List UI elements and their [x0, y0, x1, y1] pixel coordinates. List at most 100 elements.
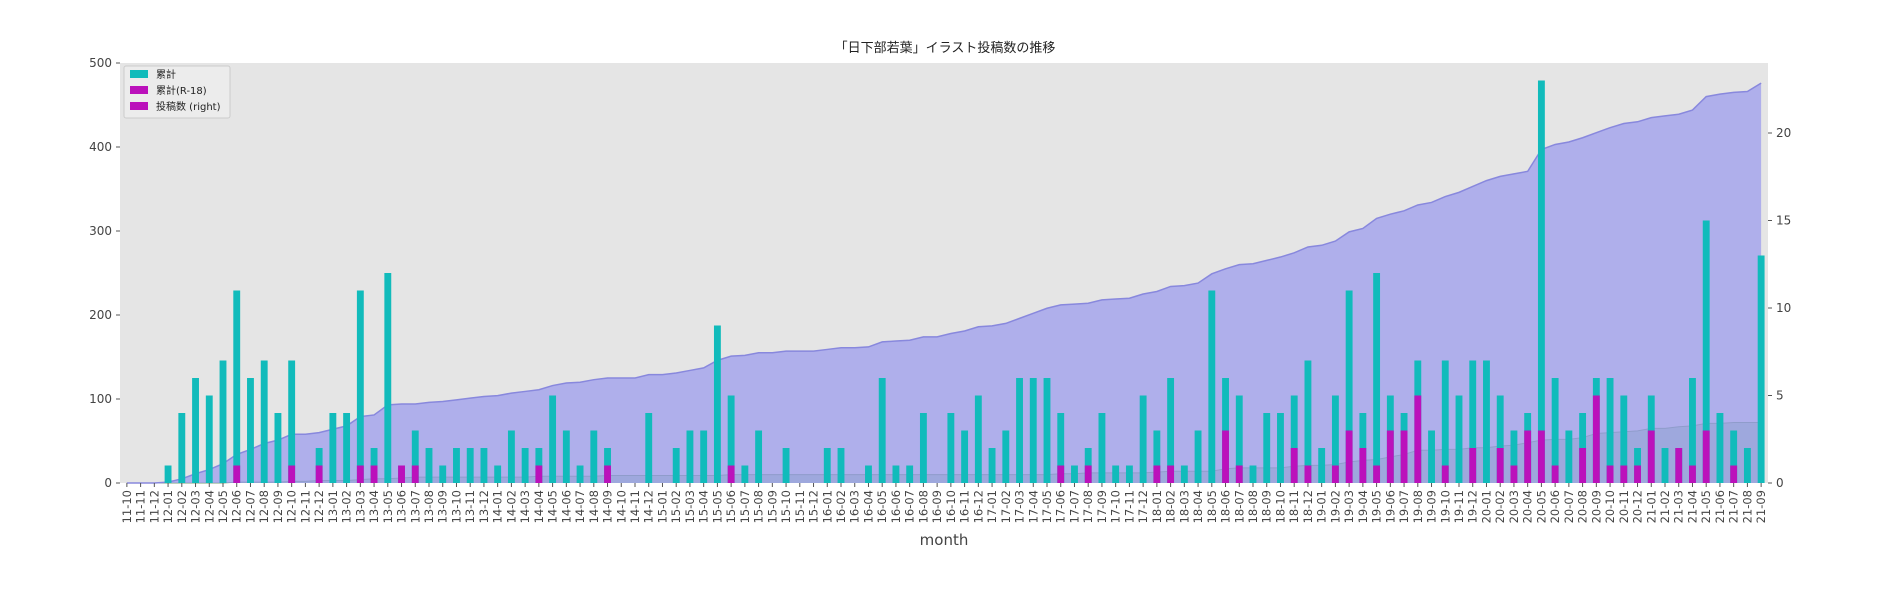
- bar-posts-14-02: [507, 430, 515, 483]
- bar-posts-21-06: [1716, 413, 1724, 483]
- y-axis-left: 0 100 200 300 400 500: [89, 56, 120, 490]
- bar-posts-18-07: [1235, 395, 1243, 483]
- x-tick-label: 13-08: [422, 490, 436, 523]
- bar-posts-19-12: [1469, 360, 1477, 483]
- bar-posts-12-09: [274, 413, 282, 483]
- x-tick-label: 17-09: [1095, 490, 1109, 523]
- bar-posts-14-06: [562, 430, 570, 483]
- bar-r18-20-03: [1510, 465, 1518, 483]
- bar-r18-20-06: [1551, 465, 1559, 483]
- x-tick-label: 12-10: [285, 490, 299, 523]
- x-tick-label: 20-09: [1589, 490, 1603, 523]
- bar-posts-16-10: [947, 413, 955, 483]
- bar-r18-20-08: [1579, 448, 1587, 483]
- legend-label: 累計(R-18): [156, 84, 207, 97]
- x-tick-label: 17-08: [1081, 490, 1095, 523]
- x-tick-label: 14-02: [504, 490, 518, 523]
- y2-tick-label: 0: [1776, 476, 1784, 490]
- x-tick-label: 16-11: [958, 490, 972, 523]
- bar-posts-16-12: [974, 395, 982, 483]
- bar-r18-21-04: [1689, 465, 1696, 483]
- x-tick-label: 20-12: [1631, 490, 1645, 523]
- x-tick-label: 13-05: [381, 490, 395, 523]
- legend-label: 投稿数 (right): [156, 100, 221, 113]
- x-tick-label: 19-06: [1383, 490, 1397, 523]
- bar-posts-15-02: [672, 448, 680, 483]
- bar-posts-18-01: [1153, 430, 1161, 483]
- x-tick-label: 14-03: [518, 490, 532, 523]
- x-tick-label: 14-04: [532, 490, 546, 523]
- x-tick-label: 18-08: [1246, 490, 1260, 523]
- bar-posts-18-10: [1277, 413, 1284, 483]
- bar-r18-18-07: [1235, 465, 1243, 483]
- bar-posts-20-01: [1483, 360, 1490, 483]
- bar-r18-21-03: [1675, 448, 1683, 483]
- x-axis-label: month: [920, 531, 969, 549]
- x-tick-label: 21-04: [1685, 490, 1699, 523]
- x-tick-label: 16-04: [861, 490, 875, 523]
- x-tick-label: 11-11: [134, 490, 148, 523]
- bar-r18-20-12: [1634, 465, 1641, 483]
- bar-posts-21-08: [1743, 448, 1751, 483]
- x-tick-label: 13-06: [395, 490, 409, 523]
- bar-posts-19-10: [1441, 360, 1449, 483]
- x-tick-label: 17-11: [1122, 490, 1136, 523]
- x-tick-label: 17-05: [1040, 490, 1054, 523]
- x-tick-label: 19-11: [1452, 490, 1466, 523]
- bar-r18-19-12: [1469, 448, 1477, 483]
- x-tick-label: 12-11: [298, 490, 312, 523]
- bar-r18-20-10: [1606, 465, 1614, 483]
- y-tick-label: 100: [89, 392, 112, 406]
- x-tick-label: 20-11: [1617, 490, 1631, 523]
- bar-posts-20-05: [1537, 80, 1545, 483]
- bar-posts-17-11: [1125, 465, 1133, 483]
- bar-posts-18-05: [1208, 290, 1216, 483]
- x-tick-label: 15-03: [683, 490, 697, 523]
- x-tick-label: 20-01: [1479, 490, 1493, 523]
- bar-posts-17-02: [1002, 430, 1010, 483]
- x-tick-label: 15-04: [697, 490, 711, 523]
- bar-r18-20-09: [1592, 395, 1600, 483]
- bar-posts-16-02: [837, 448, 845, 483]
- bar-posts-14-03: [521, 448, 529, 483]
- x-tick-label: 15-12: [807, 490, 821, 523]
- y-tick-label: 300: [89, 224, 112, 238]
- x-tick-label: 13-12: [477, 490, 491, 523]
- x-tick-label: 13-04: [367, 490, 381, 523]
- bar-r18-12-10: [288, 465, 296, 483]
- y-tick-label: 400: [89, 140, 112, 154]
- x-tick-label: 21-07: [1727, 490, 1741, 523]
- x-tick-label: 21-06: [1713, 490, 1727, 523]
- x-tick-label: 18-05: [1205, 490, 1219, 523]
- bar-r18-17-08: [1084, 465, 1092, 483]
- x-tick-label: 19-04: [1356, 490, 1370, 523]
- x-tick-label: 20-07: [1562, 490, 1576, 523]
- x-tick-label: 12-09: [271, 490, 285, 523]
- x-tick-label: 20-08: [1576, 490, 1590, 523]
- x-tick-label: 11-10: [120, 490, 134, 523]
- bar-posts-15-03: [686, 430, 694, 483]
- x-tick-label: 16-07: [903, 490, 917, 523]
- bar-posts-16-08: [919, 413, 927, 483]
- y2-tick-label: 5: [1776, 389, 1784, 403]
- x-tick-label: 16-05: [875, 490, 889, 523]
- bar-r18-13-07: [411, 465, 419, 483]
- x-tick-label: 11-12: [147, 490, 161, 523]
- bar-posts-18-08: [1249, 465, 1257, 483]
- x-tick-label: 17-03: [1013, 490, 1027, 523]
- x-tick-label: 20-10: [1603, 490, 1617, 523]
- x-tick-label: 13-11: [463, 490, 477, 523]
- bar-posts-13-11: [466, 448, 474, 483]
- bar-r18-19-07: [1400, 430, 1408, 483]
- bar-posts-12-05: [219, 360, 227, 483]
- bar-posts-17-09: [1098, 413, 1106, 483]
- bar-r18-13-03: [356, 465, 364, 483]
- x-tick-label: 12-01: [161, 490, 175, 523]
- bar-posts-13-07: [411, 430, 419, 483]
- bar-posts-19-11: [1455, 395, 1463, 483]
- x-tick-label: 19-07: [1397, 490, 1411, 523]
- x-tick-label: 17-12: [1136, 490, 1150, 523]
- bar-posts-18-03: [1180, 465, 1188, 483]
- x-tick-label: 16-12: [971, 490, 985, 523]
